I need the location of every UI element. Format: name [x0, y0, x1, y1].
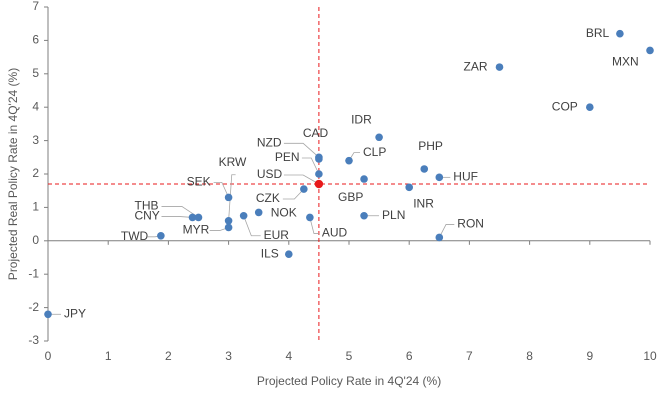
y-tick-label: -1 [28, 266, 39, 280]
x-tick-label: 4 [285, 349, 292, 363]
point-brl [616, 29, 624, 38]
point-label-nok: NOK [271, 206, 297, 220]
point-label-twd: TWD [121, 229, 149, 243]
point-label-brl: BRL [586, 26, 610, 40]
point-usd [314, 179, 324, 189]
leader-line-cny [161, 216, 193, 218]
point-label-php: PHP [418, 139, 443, 153]
point-cad [315, 155, 323, 163]
point-clp [345, 156, 353, 165]
point-label-cop: COP [552, 99, 578, 113]
leader-line-eur [243, 215, 261, 237]
point-aud [306, 213, 314, 222]
x-tick-label: 6 [406, 349, 413, 363]
point-label-idr: IDR [351, 112, 372, 126]
leader-line-ron [438, 224, 455, 238]
point-czk [300, 185, 308, 193]
point-twd [157, 231, 165, 240]
point-inr [405, 183, 414, 192]
point-label-cad: CAD [303, 126, 329, 140]
point-zar [495, 63, 504, 71]
y-tick-label: 5 [32, 66, 39, 80]
x-tick-label: 9 [586, 349, 593, 363]
y-tick-label: 2 [32, 166, 39, 180]
point-cny [188, 213, 197, 222]
point-ron [435, 233, 444, 242]
point-label-jpy: JPY [64, 306, 86, 320]
x-tick-label: 2 [165, 349, 172, 363]
point-pln [360, 211, 368, 220]
y-tick-label: -3 [28, 333, 39, 347]
point-thb [194, 213, 203, 222]
y-tick-label: 4 [32, 99, 39, 113]
point-huf [435, 173, 444, 182]
leader-line-sek [213, 181, 229, 198]
point-label-krw: KRW [219, 155, 247, 169]
x-tick-label: 8 [526, 349, 533, 363]
point-label-pln: PLN [382, 208, 405, 222]
point-jpy [44, 310, 52, 319]
y-tick-label: 7 [32, 0, 39, 13]
y-axis-title: Projected Real Policy Rate in 4Q'24 (%) [6, 68, 20, 280]
point-label-eur: EUR [264, 228, 290, 242]
x-tick-label: 7 [466, 349, 473, 363]
point-label-aud: AUD [322, 226, 348, 240]
point-label-clp: CLP [363, 145, 386, 159]
y-tick-label: 1 [32, 200, 39, 214]
point-eur [239, 211, 248, 220]
point-label-sek: SEK [187, 175, 211, 189]
point-label-zar: ZAR [464, 59, 488, 73]
point-label-mxn: MXN [612, 55, 639, 69]
leader-line-krw [228, 174, 236, 221]
point-label-czk: CZK [256, 191, 280, 205]
point-idr [375, 133, 383, 142]
point-label-huf: HUF [453, 170, 478, 184]
x-tick-label: 5 [346, 349, 353, 363]
point-label-nzd: NZD [257, 135, 282, 149]
point-ils [285, 250, 293, 258]
point-label-thb: THB [135, 199, 159, 213]
point-sek [224, 193, 233, 202]
point-krw [224, 216, 233, 225]
leader-line-pen [301, 157, 320, 175]
point-label-usd: USD [257, 167, 283, 181]
point-label-ils: ILS [261, 246, 279, 260]
y-tick-label: 0 [32, 233, 39, 247]
point-pen [315, 170, 323, 178]
point-myr [224, 223, 233, 232]
point-label-ron: RON [457, 217, 484, 231]
y-tick-label: 6 [32, 33, 39, 47]
x-axis-title: Projected Policy Rate in 4Q'24 (%) [257, 374, 441, 388]
point-label-gbp: GBP [338, 190, 363, 204]
leader-line-czk [282, 188, 305, 200]
point-gbp [360, 175, 368, 183]
point-mxn [646, 46, 654, 55]
point-label-pen: PEN [275, 150, 300, 164]
y-tick-label: -2 [28, 300, 39, 314]
x-tick-label: 1 [105, 349, 112, 363]
x-tick-label: 3 [225, 349, 232, 363]
x-tick-label: 10 [643, 349, 657, 363]
point-nok [254, 208, 263, 217]
point-label-cny: CNY [134, 209, 159, 223]
point-label-inr: INR [413, 197, 434, 211]
leader-line-nzd [283, 142, 320, 158]
x-tick-label: 0 [45, 349, 52, 363]
leader-line-aud [309, 217, 319, 234]
point-cop [586, 103, 594, 111]
point-php [420, 165, 429, 173]
point-label-myr: MYR [183, 223, 210, 237]
y-tick-label: 3 [32, 133, 39, 147]
leader-line-usd [283, 174, 320, 185]
